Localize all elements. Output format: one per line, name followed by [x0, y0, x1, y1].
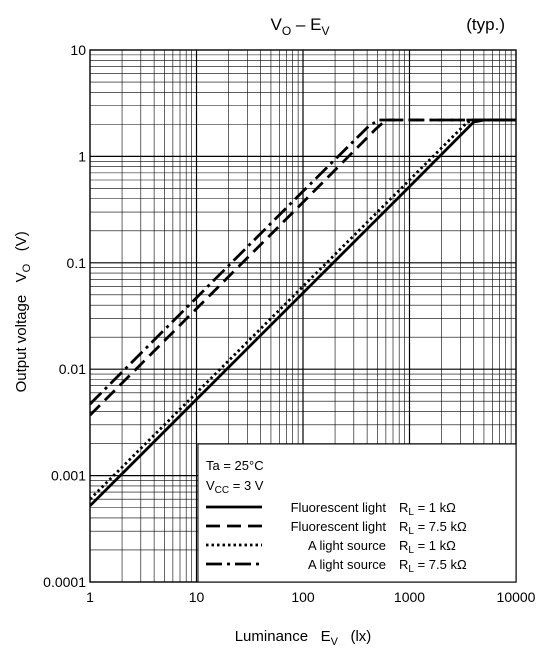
legend-load: RL = 7.5 kΩ	[399, 519, 467, 537]
x-axis-label: Luminance EV (lx)	[235, 628, 372, 648]
y-tick-label: 1	[78, 148, 86, 164]
legend-entry: A light source RL = 7.5 kΩ	[206, 557, 467, 575]
legend-entry: Fluorescent light RL = 7.5 kΩ	[206, 519, 467, 537]
legend-box	[197, 443, 517, 583]
legend-load: RL = 7.5 kΩ	[399, 557, 467, 575]
series-layer	[90, 118, 516, 507]
legend-label: A light source	[308, 557, 386, 572]
x-tick-label: 1000	[394, 589, 425, 605]
x-tick-label: 1	[86, 589, 94, 605]
legend-label: Fluorescent light	[291, 519, 387, 534]
chart-title: VO – EV	[271, 15, 330, 38]
x-tick-label: 10000	[497, 589, 536, 605]
y-tick-label: 0.001	[51, 468, 86, 484]
legend-label: Fluorescent light	[291, 500, 387, 515]
y-tick-label: 10	[70, 42, 86, 58]
x-tick-label: 100	[291, 589, 315, 605]
legend-label: A light source	[308, 538, 386, 553]
y-tick-label: 0.0001	[43, 574, 86, 590]
y-tick-label: 0.01	[59, 361, 86, 377]
chart-note: (typ.)	[466, 15, 505, 34]
legend-load: RL = 1 kΩ	[399, 538, 456, 556]
y-tick-label: 0.1	[67, 255, 87, 271]
x-tick-label: 10	[189, 589, 205, 605]
legend: Ta = 25°C VCC = 3 V Fluorescent light RL =…	[197, 443, 517, 583]
legend-entry: A light source RL = 1 kΩ	[206, 538, 456, 556]
series-line-4	[90, 118, 516, 406]
legend-conditions: Ta = 25°C VCC = 3 V	[206, 458, 264, 496]
tick-labels: 1 10 100 1000 10000 0.0001 0.001 0.01 0.1 1 10	[43, 42, 536, 605]
legend-condition: Ta = 25°C	[206, 458, 264, 473]
legend-condition: VCC = 3 V	[206, 478, 264, 496]
y-axis-label: Output voltage VO (V)	[13, 219, 33, 414]
legend-entry: Fluorescent light RL = 1 kΩ	[206, 500, 456, 518]
legend-load: RL = 1 kΩ	[399, 500, 456, 518]
